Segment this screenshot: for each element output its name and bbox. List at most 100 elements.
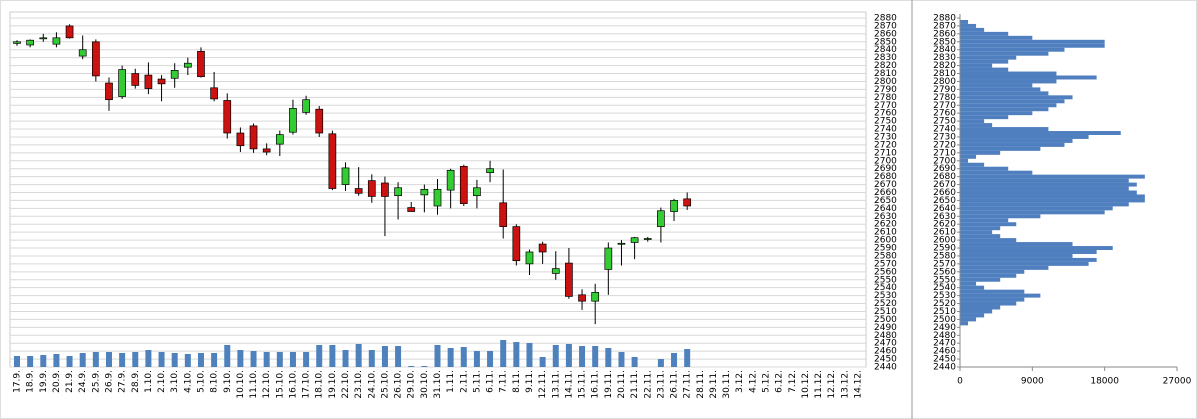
profile-bar: [960, 127, 1049, 132]
x-tick-label: 2.10.: [157, 370, 167, 393]
volume-bar: [631, 357, 638, 367]
candle-body: [289, 108, 297, 133]
candle-body: [315, 108, 324, 134]
x-tick-label: 11.10.: [249, 370, 259, 399]
y-tick-label: 2800: [874, 77, 897, 87]
y-tick-label: 2450: [874, 355, 897, 365]
x-tick-label: 14.12.: [854, 370, 864, 399]
profile-bar: [960, 71, 1057, 76]
volume-bar: [342, 350, 349, 367]
candle-body: [578, 294, 586, 302]
volume-bar: [224, 345, 231, 367]
volume-bar: [513, 342, 520, 367]
profile-bar: [960, 111, 1033, 116]
y-tick-label: 2530: [874, 291, 897, 301]
profile-bar: [960, 242, 1073, 247]
candle-body: [433, 188, 442, 207]
candle-body: [604, 247, 613, 270]
volume-bar: [618, 352, 625, 367]
x-tick-label: 6.12.: [775, 370, 785, 393]
volume-bar: [303, 352, 310, 367]
y-tick-label: 2530: [933, 291, 956, 301]
profile-bar: [960, 158, 969, 163]
candle-body: [643, 238, 652, 240]
x-tick-label: 1.10.: [144, 370, 154, 393]
volume-bar: [211, 353, 218, 367]
candle-body: [157, 78, 166, 85]
x-tick-label: 4.12.: [748, 370, 758, 393]
profile-bar: [960, 162, 985, 167]
x-tick-label: 23.10.: [354, 370, 364, 399]
volume-bar: [684, 349, 691, 367]
candle-body: [249, 125, 258, 150]
profile-bar: [960, 59, 1009, 64]
x-tick-label: 22.10.: [341, 370, 351, 399]
x-tick-label: 10.10.: [236, 370, 246, 399]
candle-body: [354, 188, 363, 194]
y-tick-label: 2840: [874, 45, 897, 55]
y-tick-label: 2640: [933, 204, 956, 214]
candle-body: [630, 237, 639, 243]
profile-bar: [960, 246, 1113, 251]
y-tick-label: 2780: [874, 93, 897, 103]
candle-body: [657, 210, 665, 227]
y-tick-label: 2560: [874, 267, 897, 277]
profile-bar: [960, 265, 1049, 270]
volume-bar: [132, 352, 139, 367]
x-tick-label: 15.11.: [578, 370, 588, 399]
y-tick-label: 2550: [933, 275, 956, 285]
y-tick-label: 2570: [933, 259, 956, 269]
y-tick-label: 2710: [933, 148, 956, 158]
profile-bar: [960, 27, 985, 32]
y-tick-label: 2730: [874, 132, 897, 142]
x-tick-label: 17.9.: [13, 370, 23, 393]
profile-bar: [960, 154, 977, 159]
candle-body: [210, 87, 218, 100]
profile-bar: [960, 87, 1041, 92]
profile-bar: [960, 39, 1105, 44]
x-tick-label: 12.11.: [538, 370, 548, 399]
profile-bar: [960, 186, 1129, 191]
y-tick-label: 2610: [874, 228, 897, 238]
y-tick-label: 2610: [933, 228, 956, 238]
x-tick-label: 6.11.: [486, 370, 496, 393]
y-tick-label: 2540: [933, 283, 956, 293]
x-tick-label: 24.10.: [367, 370, 377, 399]
volume-bar: [40, 355, 47, 367]
candle-body: [52, 37, 61, 45]
x-tick-label: 26.9.: [104, 370, 114, 393]
candle-body: [525, 251, 534, 265]
candle-body: [394, 187, 402, 197]
y-tick-label: 2670: [933, 180, 956, 190]
profile-bar: [960, 83, 1033, 88]
x-tick-label: 15.10.: [275, 370, 285, 399]
y-tick-label: 2710: [874, 148, 897, 158]
candle-body: [144, 74, 153, 89]
profile-bar: [960, 182, 1137, 187]
y-tick-label: 2560: [933, 267, 956, 277]
x-tick-label: 17.10.: [302, 370, 312, 399]
x-tick-label: 4.10.: [183, 370, 193, 393]
x-tick-label: 24.9.: [78, 370, 88, 393]
volume-bar: [565, 344, 572, 367]
y-tick-label: 2760: [874, 109, 897, 119]
x-tick-label: 23.11.: [656, 370, 666, 399]
candle-body: [565, 262, 573, 297]
y-tick-label: 2590: [874, 244, 897, 254]
x-tick-label: 10.12.: [801, 370, 811, 399]
profile-bar: [960, 202, 1129, 207]
profile-bar: [960, 178, 1129, 183]
x-tick-label: 28.11.: [696, 370, 706, 399]
y-tick-label: 2800: [933, 77, 956, 87]
volume-bar: [14, 356, 20, 367]
candle-body: [407, 207, 416, 212]
profile-bar: [960, 95, 1073, 100]
volume-bar: [66, 356, 73, 367]
candle-body: [78, 49, 87, 57]
profile-bar: [960, 269, 1025, 274]
profile-bar: [960, 297, 1025, 302]
profile-bar: [960, 119, 985, 124]
candle-body: [459, 165, 468, 204]
volume-bar: [408, 366, 415, 367]
